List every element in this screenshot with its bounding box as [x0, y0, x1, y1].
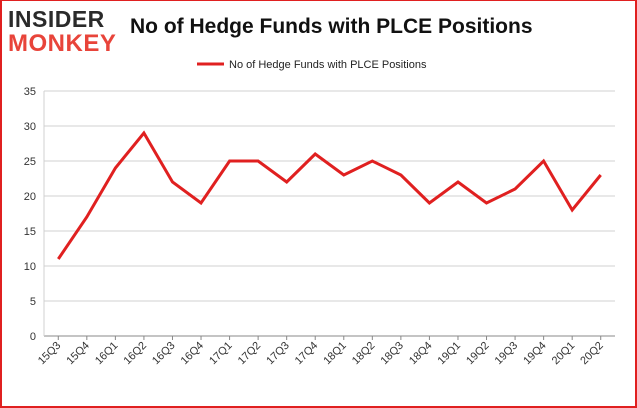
x-tick-label: 20Q2 [578, 340, 606, 368]
x-tick-label: 16Q4 [179, 340, 207, 368]
y-tick-label: 30 [24, 121, 36, 133]
x-tick-label: 16Q2 [122, 340, 150, 368]
x-tick-label: 17Q2 [236, 340, 264, 368]
x-tick-label: 18Q1 [321, 340, 349, 368]
logo-text-monkey: MONKEY [8, 30, 117, 57]
x-tick-label: 17Q3 [264, 340, 292, 368]
x-tick-label: 18Q2 [350, 340, 378, 368]
logo-text-insider: INSIDER [8, 6, 105, 32]
x-tick-label: 15Q4 [64, 340, 92, 368]
y-tick-label: 15 [24, 226, 36, 238]
x-tick-label: 16Q3 [150, 340, 178, 368]
y-tick-label: 35 [24, 86, 36, 98]
y-tick-label: 20 [24, 191, 36, 203]
legend-label: No of Hedge Funds with PLCE Positions [229, 59, 427, 71]
chart-title: No of Hedge Funds with PLCE Positions [130, 15, 533, 38]
x-tick-label: 17Q1 [207, 340, 235, 368]
y-tick-label: 0 [30, 331, 36, 343]
y-tick-label: 25 [24, 156, 36, 168]
x-tick-label: 18Q4 [407, 340, 435, 368]
x-tick-label: 19Q3 [493, 340, 521, 368]
y-tick-label: 5 [30, 296, 36, 308]
x-tick-label: 20Q1 [550, 340, 578, 368]
x-tick-label: 19Q4 [521, 340, 549, 368]
series-line [57, 130, 602, 260]
x-tick-label: 19Q2 [464, 340, 492, 368]
x-tick-label: 19Q1 [436, 340, 464, 368]
x-tick-label: 17Q4 [293, 340, 321, 368]
x-tick-label: 16Q1 [93, 340, 121, 368]
x-tick-label: 15Q3 [36, 340, 64, 368]
y-tick-label: 10 [24, 261, 36, 273]
insider-monkey-logo: INSIDER MONKEY [8, 7, 118, 57]
x-tick-label: 18Q3 [378, 340, 406, 368]
